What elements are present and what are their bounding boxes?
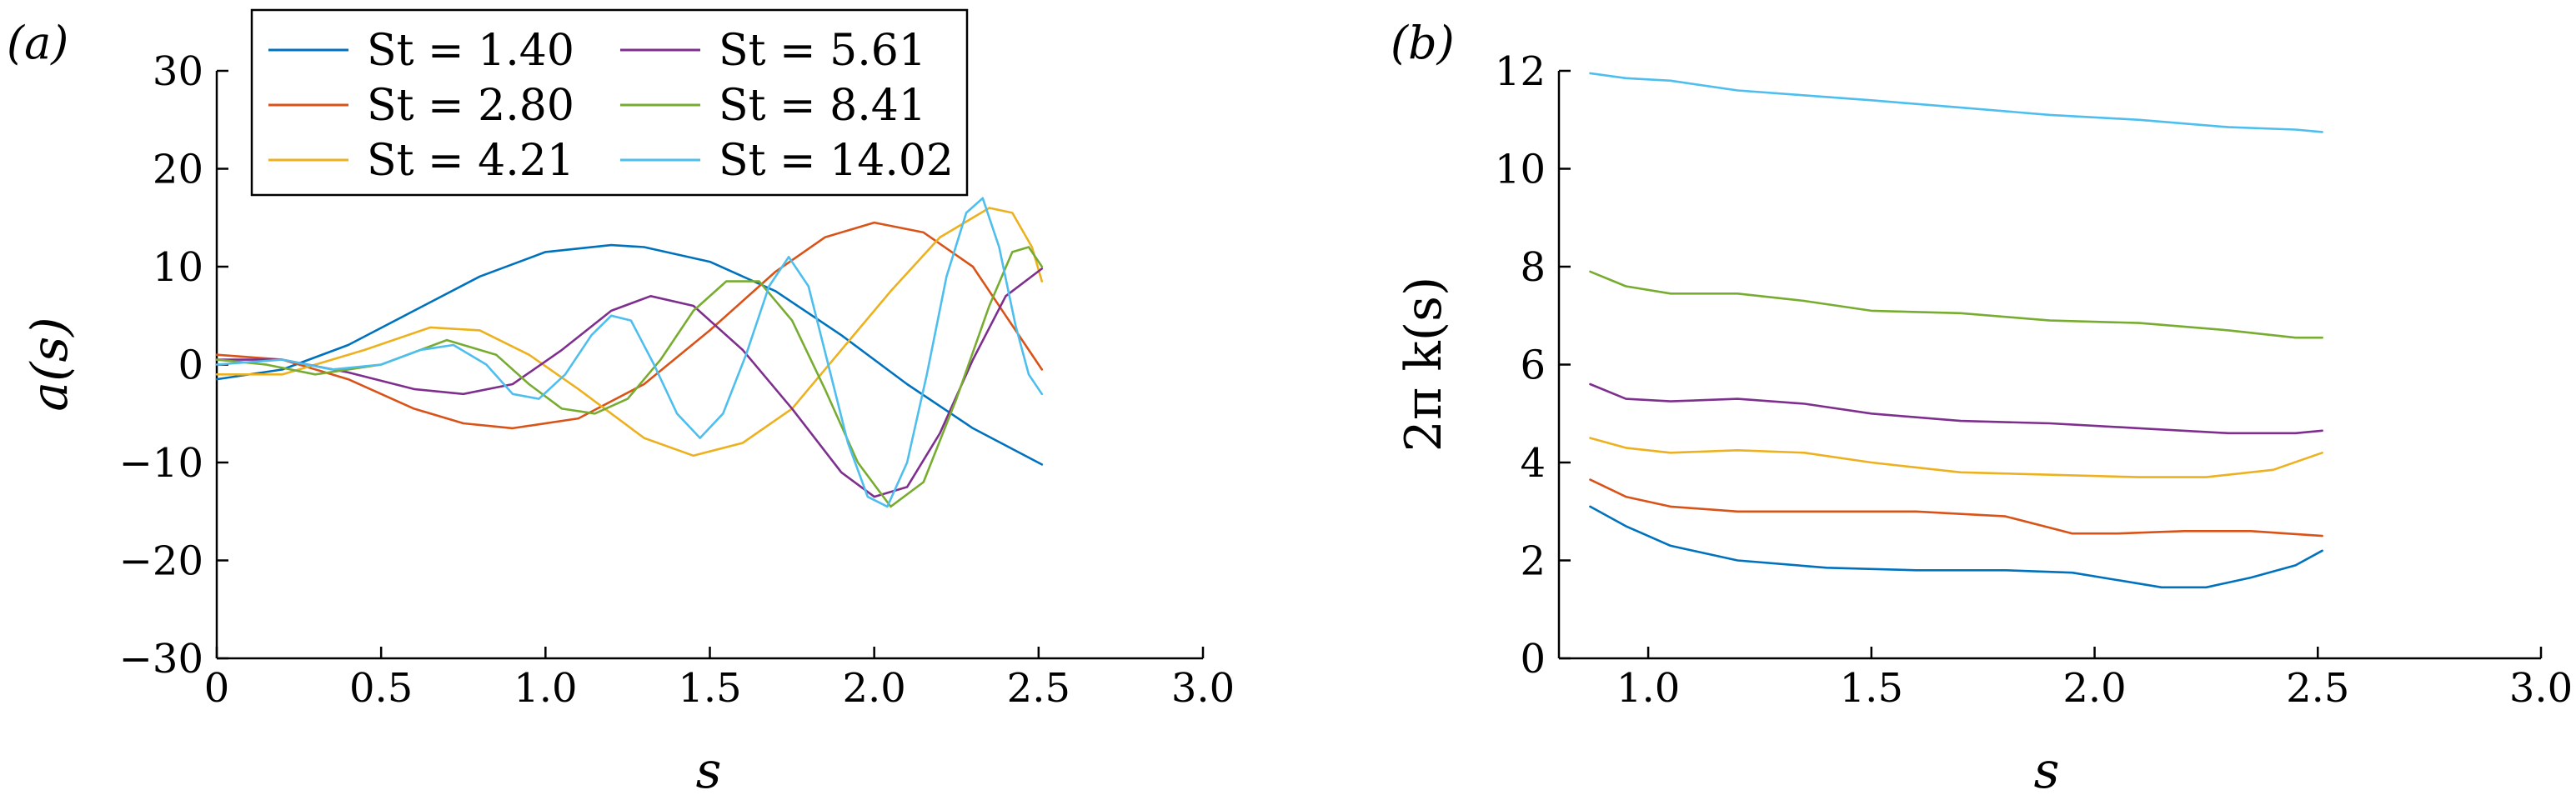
panel-a-y-tick-label: 10 (153, 244, 203, 291)
panel-a-x-label: s (696, 742, 722, 800)
panel-b-series-line-280 (1589, 478, 2323, 538)
legend-box (250, 8, 969, 197)
panel-a-series-line-140 (215, 243, 1044, 466)
panel-a-x-tick-label: 0 (204, 665, 230, 712)
legend-entry-label: St = 1.40 (367, 26, 574, 76)
panel-a-series-line-561 (215, 268, 1044, 498)
panel-a-x-tick-label: 0.5 (349, 665, 413, 712)
panel-a-x-tick-label: 1.5 (678, 665, 741, 712)
panel-a-series-line-280 (215, 221, 1044, 430)
panel-a-x-tick-label: 2.5 (1007, 665, 1070, 712)
panel-b-y-tick-label: 8 (1520, 244, 1546, 291)
panel-b-axes (1557, 71, 2541, 660)
panel-b-series-line-841 (1589, 270, 2323, 339)
panel-a-x-tick-label: 1.0 (514, 665, 577, 712)
panel-b-series-line-561 (1589, 382, 2323, 435)
panel-a-y-label: a(s) (21, 317, 79, 411)
panel-b-y-label: 2π k(s) (1395, 277, 1453, 452)
panel-a-y-tick-label: −10 (119, 440, 203, 487)
panel-b-y-tick-label: 10 (1495, 147, 1546, 193)
panel-b-x-tick-label: 1.5 (1840, 665, 1903, 712)
panel-a-x-tick-label: 2.0 (842, 665, 905, 712)
panel-b-y-tick-label: 0 (1520, 636, 1546, 682)
legend-entry-label: St = 8.41 (719, 81, 926, 131)
panel-a-series-line-1402 (215, 197, 1044, 508)
panel-a-series-line-421 (215, 207, 1044, 458)
panel-b-y-tick-label: 6 (1520, 342, 1546, 389)
panel-b: (b) 1.0 1.5 2.0 2.5 3.0 0 2 4 6 8 10 12 s 2π k(s) (1391, 17, 2573, 800)
panel-b-x-ticks: 1.0 1.5 2.0 2.5 3.0 (1616, 647, 2573, 712)
panel-a-x-tick-label: 3.0 (1171, 665, 1235, 712)
legend-entry-label: St = 4.21 (367, 136, 574, 186)
panel-a-y-ticks: −30 −20 −10 0 10 20 30 (119, 48, 228, 682)
panel-b-y-ticks: 0 2 4 6 8 10 12 (1495, 48, 1571, 682)
panel-b-x-tick-label: 2.0 (2062, 665, 2126, 712)
panel-a-label: (a) (7, 17, 68, 69)
panel-b-x-tick-label: 3.0 (2509, 665, 2573, 712)
panel-b-series-line-1402 (1589, 72, 2323, 133)
panel-a-y-tick-label: 30 (153, 48, 203, 95)
panel-b-x-tick-label: 1.0 (1616, 665, 1680, 712)
panel-b-y-tick-label: 4 (1520, 440, 1546, 487)
legend-entry-label: St = 2.80 (367, 81, 574, 131)
panel-a-series (215, 197, 1044, 508)
panel-b-label: (b) (1391, 17, 1455, 69)
panel-a: (a) 0 0.5 1.0 1.5 2.0 2.5 3.0 −30 −20 −10 0 10 20 30… (7, 8, 1235, 800)
panel-a-y-tick-label: 20 (153, 147, 203, 193)
panel-b-y-tick-label: 12 (1495, 48, 1546, 95)
panel-b-series-line-140 (1589, 505, 2323, 589)
panel-a-y-tick-label: −30 (119, 636, 203, 682)
panel-b-series (1589, 72, 2323, 589)
panel-b-x-tick-label: 2.5 (2286, 665, 2349, 712)
panel-b-y-tick-label: 2 (1520, 538, 1546, 585)
panel-a-x-ticks: 0 0.5 1.0 1.5 2.0 2.5 3.0 (204, 647, 1235, 712)
panel-b-x-label: s (2034, 742, 2060, 800)
legend-entry-label: St = 5.61 (719, 26, 926, 76)
panel-a-y-tick-label: −20 (119, 538, 203, 585)
legend-entry-label: St = 14.02 (719, 136, 954, 186)
panel-a-y-tick-label: 0 (178, 342, 203, 389)
panel-b-series-line-421 (1589, 437, 2323, 478)
panel-a-series-line-841 (215, 246, 1044, 508)
